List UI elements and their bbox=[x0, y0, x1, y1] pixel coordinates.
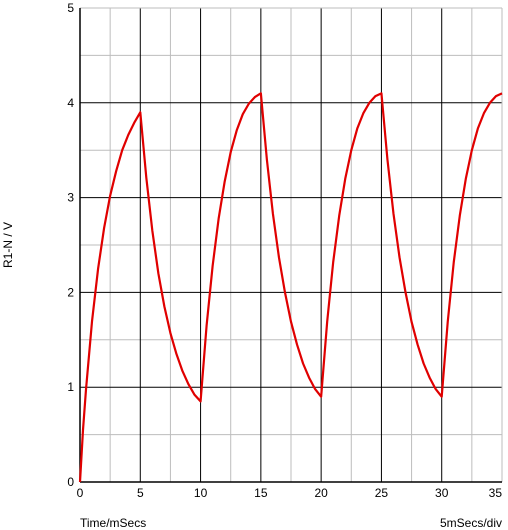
x-tick-label: 0 bbox=[77, 486, 84, 500]
major-grid bbox=[80, 8, 502, 482]
y-tick-label: 1 bbox=[67, 380, 74, 394]
x-tick-label: 10 bbox=[194, 486, 208, 500]
scale-label: 5mSecs/div bbox=[440, 516, 502, 530]
y-tick-label: 2 bbox=[67, 285, 74, 299]
y-tick-label: 0 bbox=[67, 475, 74, 489]
x-tick-label: 20 bbox=[314, 486, 328, 500]
series-layer bbox=[78, 92, 503, 483]
y-tick-labels: 0 1 2 3 4 5 bbox=[67, 1, 74, 489]
y-axis-title: R1-N / V bbox=[1, 222, 15, 268]
x-tick-label: 15 bbox=[254, 486, 268, 500]
y-tick-label: 4 bbox=[67, 96, 74, 110]
y-tick-label: 5 bbox=[67, 1, 74, 15]
x-tick-label: 35 bbox=[489, 486, 503, 500]
series-line bbox=[78, 92, 503, 483]
x-tick-label: 25 bbox=[375, 486, 389, 500]
x-axis-title: Time/mSecs bbox=[80, 516, 146, 530]
x-tick-label: 5 bbox=[137, 486, 144, 500]
x-tick-label: 30 bbox=[435, 486, 449, 500]
y-tick-label: 3 bbox=[67, 191, 74, 205]
x-tick-labels: 0 5 10 15 20 25 30 35 bbox=[77, 486, 503, 500]
plot-frame bbox=[79, 7, 503, 483]
minor-grid bbox=[80, 8, 502, 482]
